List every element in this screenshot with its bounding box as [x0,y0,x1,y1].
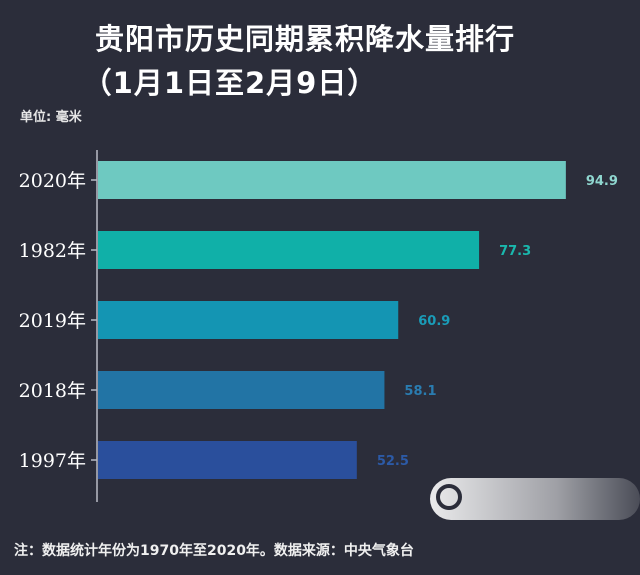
bar-chart: 2020年 94.9 1982年 77.3 2019年 60.9 2018年 58.1 1997… [19,150,618,502]
category-label: 2018年 [19,380,86,402]
value-label: 58.1 [404,384,436,399]
bar [98,301,399,339]
watermark-logo [430,478,640,520]
value-label: 94.9 [586,174,618,189]
value-label: 52.5 [377,454,409,469]
value-label: 60.9 [418,314,450,329]
watermark-overlay [440,532,640,562]
value-label: 77.3 [499,244,531,259]
unit-label: 单位: 毫米 [20,110,82,125]
bar [98,161,566,199]
bar [98,371,385,409]
logo-icon [436,484,462,510]
bar [98,231,480,269]
category-label: 2019年 [19,310,86,332]
category-label: 2020年 [19,170,86,192]
chart-title: 贵阳市历史同期累积降水量排行 [94,22,515,56]
category-label: 1997年 [19,450,86,472]
footnote: 注：数据统计年份为1970年至2020年。数据来源：中央气象台 [14,543,414,559]
chart-subtitle: （1月1日至2月9日） [82,66,378,100]
category-label: 1982年 [19,240,86,262]
bar [98,441,357,479]
